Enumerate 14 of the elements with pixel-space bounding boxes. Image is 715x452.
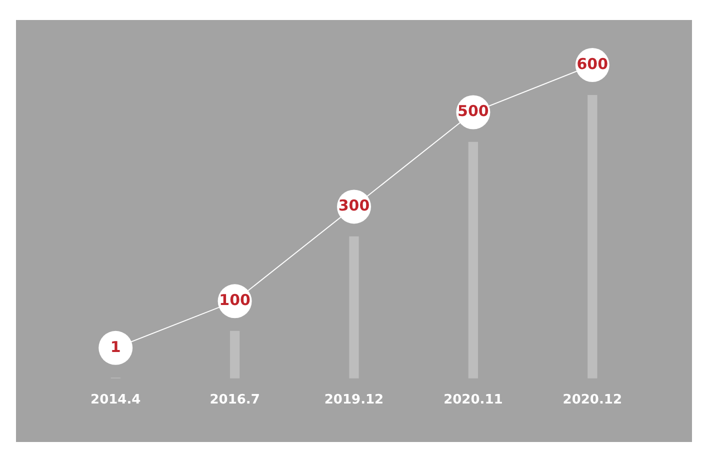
data-label: 300 [338,196,370,215]
data-label: 1 [110,338,121,356]
x-tick-label: 2020.12 [562,392,622,408]
x-tick-label: 2016.7 [210,392,260,408]
bar [468,142,478,378]
x-tick-label: 2019.12 [324,392,384,408]
data-label: 500 [458,102,489,120]
x-tick-label: 2020.11 [444,392,503,408]
data-label: 600 [576,54,608,73]
bar [230,330,240,378]
bar [349,236,359,378]
bar [588,95,598,378]
x-tick-label: 2014.4 [90,392,141,408]
data-label: 100 [219,291,250,310]
